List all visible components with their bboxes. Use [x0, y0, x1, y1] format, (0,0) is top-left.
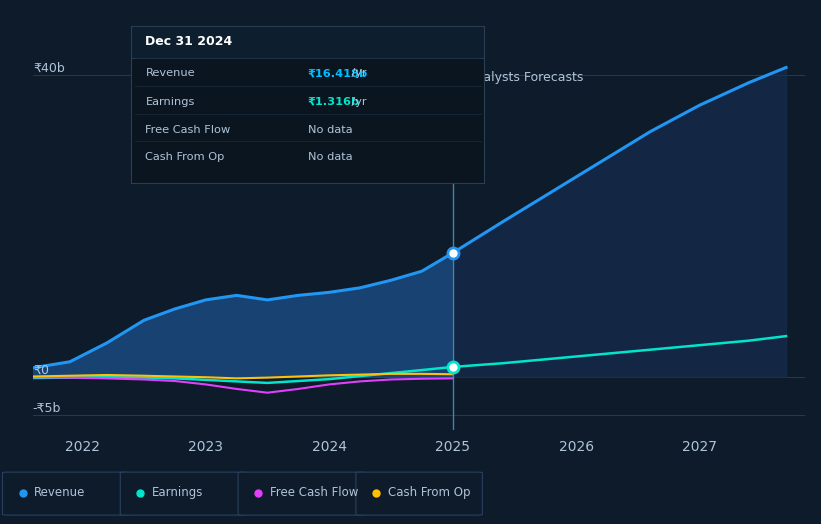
Text: Earnings: Earnings — [152, 486, 204, 499]
Text: Analysts Forecasts: Analysts Forecasts — [467, 71, 584, 84]
Text: No data: No data — [308, 125, 352, 135]
Text: Revenue: Revenue — [34, 486, 85, 499]
Text: Earnings: Earnings — [145, 96, 195, 107]
FancyBboxPatch shape — [356, 472, 482, 515]
Text: /yr: /yr — [348, 96, 367, 107]
Text: Dec 31 2024: Dec 31 2024 — [145, 36, 232, 48]
Text: Cash From Op: Cash From Op — [388, 486, 470, 499]
FancyBboxPatch shape — [238, 472, 365, 515]
Text: Free Cash Flow: Free Cash Flow — [145, 125, 231, 135]
Text: ₹40b: ₹40b — [33, 62, 65, 75]
Text: Free Cash Flow: Free Cash Flow — [269, 486, 358, 499]
FancyBboxPatch shape — [2, 472, 129, 515]
Bar — [131, 26, 484, 58]
Text: -₹5b: -₹5b — [33, 401, 62, 414]
Text: ₹0: ₹0 — [33, 364, 48, 377]
Text: Revenue: Revenue — [145, 68, 195, 79]
Text: No data: No data — [308, 151, 352, 162]
Text: ₹1.316b: ₹1.316b — [308, 96, 360, 107]
Text: ₹16.418b: ₹16.418b — [308, 68, 368, 79]
FancyBboxPatch shape — [121, 472, 247, 515]
Text: Cash From Op: Cash From Op — [145, 151, 225, 162]
Text: /yr: /yr — [348, 68, 367, 79]
Text: Past: Past — [411, 71, 438, 84]
